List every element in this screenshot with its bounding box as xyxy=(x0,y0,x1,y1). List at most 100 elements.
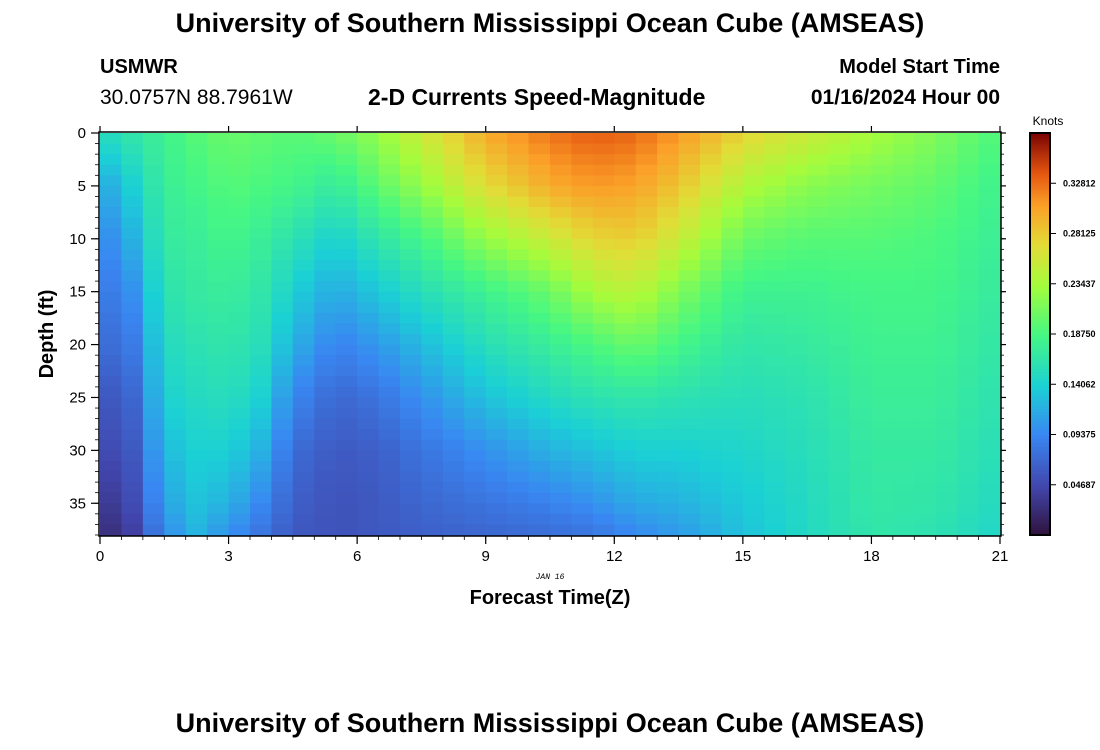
heatmap-cell xyxy=(228,302,251,314)
heatmap-cell xyxy=(142,154,165,166)
heatmap-cell xyxy=(635,196,658,208)
heatmap-cell xyxy=(764,228,787,240)
heatmap-cell xyxy=(614,334,637,346)
heatmap-cell xyxy=(357,238,380,250)
heatmap-cell xyxy=(335,196,358,208)
heatmap-cell xyxy=(614,429,637,441)
heatmap-cell xyxy=(700,408,723,420)
colorbar-segment xyxy=(1030,226,1050,231)
heatmap-cell xyxy=(378,207,401,219)
heatmap-cell xyxy=(935,185,958,198)
heatmap-cell xyxy=(250,217,273,229)
colorbar-segment xyxy=(1030,441,1050,445)
colorbar-segment xyxy=(1030,208,1050,212)
heatmap-cell xyxy=(421,270,444,282)
heatmap-cell xyxy=(142,196,165,208)
heatmap-cell xyxy=(228,418,251,430)
heatmap-cell xyxy=(657,228,680,240)
heatmap-cell xyxy=(228,207,251,219)
heatmap-cell xyxy=(635,503,658,515)
heatmap-cell xyxy=(121,207,144,219)
heatmap-cell xyxy=(292,503,315,515)
heatmap-cell xyxy=(700,429,723,441)
heatmap-cell xyxy=(807,270,830,282)
heatmap-cell xyxy=(721,482,744,494)
heatmap-cell xyxy=(592,175,615,187)
heatmap-cell xyxy=(828,524,851,536)
heatmap-cell xyxy=(185,259,208,272)
heatmap-cell xyxy=(528,492,551,504)
heatmap-cell xyxy=(185,164,208,176)
heatmap-cell xyxy=(228,408,251,420)
heatmap-cell xyxy=(485,259,508,272)
heatmap-cell xyxy=(657,334,680,346)
heatmap-cell xyxy=(292,450,315,462)
heatmap-cell xyxy=(678,460,701,473)
heatmap-cell xyxy=(571,503,594,515)
heatmap-cell xyxy=(314,302,337,314)
heatmap-cell xyxy=(828,164,851,176)
heatmap-cell xyxy=(335,143,358,155)
heatmap-cell xyxy=(271,503,294,515)
colorbar-segment xyxy=(1030,492,1050,496)
heatmap-cell xyxy=(528,281,551,293)
heatmap-cell xyxy=(314,217,337,229)
heatmap-cell xyxy=(507,397,530,409)
heatmap-cell xyxy=(207,133,230,145)
heatmap-cell xyxy=(828,376,851,388)
heatmap-cell xyxy=(892,386,915,399)
x-tick-label: 18 xyxy=(863,548,880,565)
heatmap-cell xyxy=(700,460,723,473)
heatmap-cell xyxy=(142,323,165,335)
colorbar-segment xyxy=(1030,516,1050,520)
heatmap-cell xyxy=(935,270,958,282)
heatmap-cell xyxy=(507,281,530,293)
heatmap-cell xyxy=(742,133,765,145)
heatmap-cell xyxy=(121,418,144,430)
heatmap-cell xyxy=(528,386,551,399)
heatmap-cell xyxy=(957,302,980,314)
heatmap-cell xyxy=(764,312,787,325)
heatmap-cell xyxy=(764,408,787,420)
heatmap-cell xyxy=(871,323,894,335)
heatmap-cell xyxy=(635,397,658,409)
heatmap-cell xyxy=(292,471,315,483)
heatmap-cell xyxy=(850,344,873,356)
heatmap-cell xyxy=(678,196,701,208)
heatmap-cell xyxy=(528,524,551,536)
heatmap-cell xyxy=(528,259,551,272)
heatmap-cell xyxy=(185,408,208,420)
heatmap-cell xyxy=(614,196,637,208)
heatmap-cell xyxy=(721,270,744,282)
heatmap-cell xyxy=(121,439,144,451)
heatmap-cell xyxy=(121,334,144,346)
heatmap-cell xyxy=(314,291,337,303)
heatmap-cell xyxy=(871,471,894,483)
heatmap-cell xyxy=(121,492,144,504)
colorbar-segment xyxy=(1030,261,1050,265)
heatmap-cell xyxy=(892,344,915,356)
heatmap-cell xyxy=(271,524,294,536)
heatmap-cell xyxy=(421,281,444,293)
heatmap-cell xyxy=(721,471,744,483)
colorbar-segment xyxy=(1030,339,1050,343)
heatmap-cell xyxy=(850,429,873,441)
heatmap-cell xyxy=(657,302,680,314)
heatmap-cell xyxy=(700,376,723,388)
heatmap-cell xyxy=(614,249,637,261)
heatmap-cell xyxy=(850,302,873,314)
heatmap-cell xyxy=(614,439,637,451)
heatmap-cell xyxy=(571,418,594,430)
heatmap-cell xyxy=(271,471,294,483)
heatmap-cell xyxy=(764,249,787,261)
heatmap-cell xyxy=(592,471,615,483)
heatmap-cell xyxy=(400,207,423,219)
heatmap-cell xyxy=(250,355,273,367)
heatmap-cell xyxy=(292,429,315,441)
heatmap-cell xyxy=(250,344,273,356)
colorbar-segment xyxy=(1030,143,1050,147)
heatmap-cell xyxy=(892,302,915,314)
heatmap-cell xyxy=(914,143,937,155)
heatmap-cell xyxy=(892,238,915,250)
